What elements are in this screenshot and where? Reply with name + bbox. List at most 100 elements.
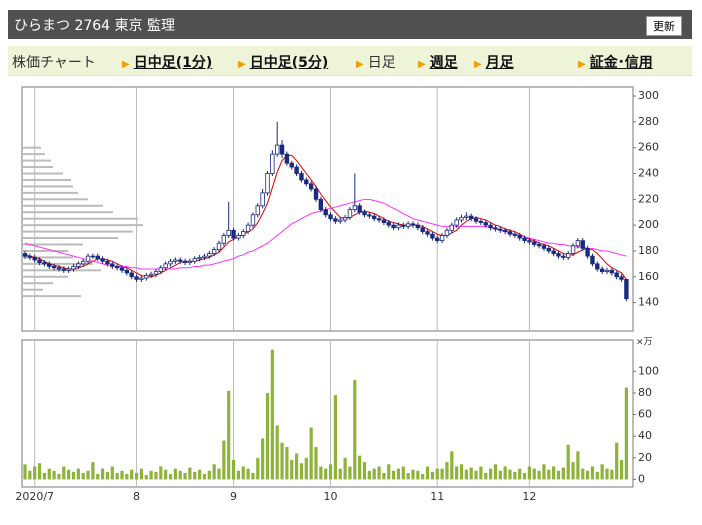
price-volume-bar — [23, 153, 45, 156]
volume-unit: ×万 — [636, 338, 653, 348]
volume-bar — [96, 474, 100, 480]
candle-body — [148, 273, 154, 276]
price-volume-bar — [23, 262, 93, 265]
volume-bar — [556, 470, 561, 480]
volume-bar — [227, 390, 231, 480]
candle-body — [241, 231, 246, 236]
volume-bar — [382, 472, 386, 480]
volume-bar — [508, 469, 512, 480]
candle-body — [391, 224, 396, 229]
price-volume-bar — [23, 178, 71, 181]
candle-body — [405, 223, 411, 227]
nav-item[interactable]: ▶ 証金･信用 — [578, 52, 653, 72]
candle-body — [435, 237, 440, 242]
volume-bar — [285, 447, 289, 480]
candle-body — [37, 259, 42, 263]
nav-label: 株価チャート — [12, 55, 96, 71]
nav-item[interactable]: ▶ 月足 — [474, 52, 514, 72]
price-volume-bar — [23, 295, 81, 298]
volume-bar — [542, 464, 546, 480]
nav-item[interactable]: ▶ 日中足(5分) — [238, 52, 328, 72]
candle-body — [323, 209, 328, 216]
candle-body — [546, 247, 551, 252]
candle-body — [449, 224, 454, 231]
volume-bar — [23, 464, 27, 480]
volume-bar — [338, 468, 342, 480]
candle-body — [260, 192, 265, 207]
volume-tick-label: 40 — [638, 429, 652, 442]
nav-label[interactable]: 日中足(5分) — [249, 55, 329, 71]
candle-body — [313, 188, 319, 200]
stock-title: ひらまつ 2764 東京 監理 — [14, 18, 175, 34]
volume-bar — [319, 466, 323, 480]
candle-body — [376, 218, 382, 221]
price-volume-bar — [23, 198, 88, 201]
volume-bar — [586, 470, 590, 480]
candle-body — [274, 144, 280, 155]
candle-body — [624, 278, 629, 300]
volume-bar — [624, 387, 628, 480]
volume-bar — [314, 447, 318, 480]
volume-bar — [435, 468, 439, 480]
volume-bar — [600, 464, 604, 480]
candle-body — [590, 255, 595, 265]
volume-bar — [139, 468, 143, 480]
candle-body — [294, 166, 299, 174]
price-volume-bar — [23, 166, 53, 169]
price-volume-bar — [23, 159, 51, 162]
volume-bar — [159, 466, 163, 480]
volume-bar — [207, 470, 211, 480]
volume-bar — [120, 470, 124, 480]
candle-body — [158, 267, 163, 273]
candle-body — [236, 235, 241, 239]
volume-bar — [474, 470, 478, 480]
candle-body — [318, 198, 324, 211]
candle-body — [197, 257, 202, 260]
candle-body — [289, 162, 294, 168]
volume-bar — [547, 469, 551, 480]
volume-bar — [67, 469, 71, 480]
volume-bar — [37, 463, 42, 480]
volume-bar — [619, 459, 624, 480]
volume-bar — [178, 470, 182, 480]
candle-body — [95, 255, 100, 260]
nav-item[interactable]: ▶ 週足 — [418, 52, 458, 72]
nav-label[interactable]: 証金･信用 — [589, 55, 653, 71]
volume-bar — [295, 453, 299, 480]
candle-body — [187, 260, 193, 263]
volume-bar — [251, 472, 255, 480]
candle-body — [245, 224, 251, 232]
volume-bar — [406, 472, 410, 480]
refresh-button[interactable]: 更新 — [646, 16, 682, 36]
nav-label[interactable]: 日中足(1分) — [133, 55, 213, 71]
volume-bar — [343, 457, 347, 480]
candle-body — [595, 263, 600, 270]
nav-item[interactable]: ▶ 日中足(1分) — [122, 52, 212, 72]
nav-label[interactable]: 月足 — [485, 55, 514, 71]
volume-bar — [576, 451, 580, 480]
price-volume-bar — [23, 211, 113, 214]
volume-bar — [202, 474, 207, 480]
volume-bar — [396, 468, 401, 480]
volume-bar — [198, 469, 202, 480]
volume-bar — [62, 466, 66, 480]
candle-body — [493, 227, 498, 230]
candle-body — [338, 219, 343, 222]
candle-body — [342, 216, 348, 221]
x-tick-label: 9 — [230, 490, 237, 503]
header-bar: ひらまつ 2764 東京 監理 更新 — [8, 10, 692, 39]
price-volume-bar — [23, 249, 68, 252]
nav-label[interactable]: 週足 — [429, 55, 458, 71]
candle-body — [144, 275, 149, 279]
price-volume-bar — [23, 204, 103, 207]
candle-body — [328, 214, 333, 220]
price-volume-bar — [23, 275, 68, 278]
volume-bar — [571, 462, 575, 480]
volume-bar — [183, 472, 187, 480]
candle-body — [575, 240, 581, 247]
candle-body — [371, 215, 377, 220]
candle-body — [105, 260, 110, 265]
volume-bar — [367, 470, 371, 480]
candle-body — [304, 179, 309, 185]
volume-bar — [348, 466, 352, 480]
